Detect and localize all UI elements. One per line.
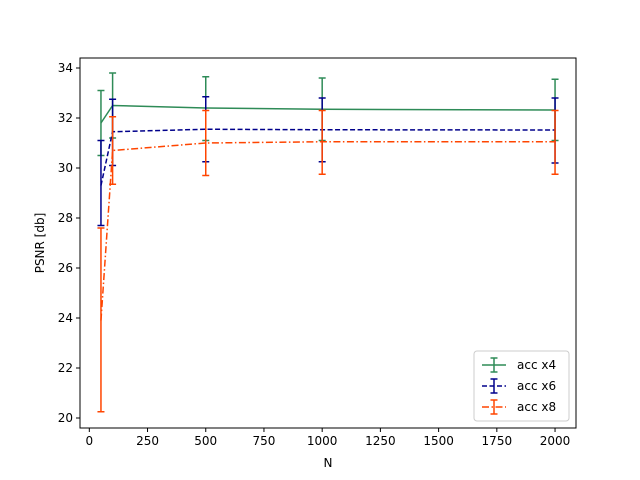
legend-item: acc x4	[482, 357, 556, 373]
y-tick-label: 28	[58, 211, 73, 225]
y-tick-label: 32	[58, 111, 73, 125]
x-tick-label: 0	[85, 434, 93, 448]
legend-item: acc x8	[482, 399, 556, 415]
x-axis-ticks: 0 250 500 750 1000 1250 1500 1750 2000	[85, 428, 570, 448]
x-tick-label: 1250	[365, 434, 396, 448]
x-tick-label: 1750	[482, 434, 513, 448]
legend-label: acc x4	[517, 358, 556, 372]
x-tick-label: 2000	[540, 434, 571, 448]
x-axis-label: N	[324, 456, 333, 470]
legend-item: acc x6	[482, 378, 556, 394]
legend-items: acc x4 acc x6 acc x8	[482, 357, 556, 415]
x-tick-label: 250	[136, 434, 159, 448]
y-axis-label: PSNR [db]	[33, 213, 47, 274]
plot-frame	[79, 57, 577, 429]
x-tick-label: 1000	[307, 434, 338, 448]
legend-label: acc x8	[517, 400, 556, 414]
legend: acc x4 acc x6 acc x8	[473, 350, 570, 422]
y-tick-label: 34	[58, 61, 73, 75]
y-tick-label: 24	[58, 311, 73, 325]
y-axis-ticks: 20 22 24 26 28 30 32 34	[58, 61, 80, 425]
y-tick-label: 22	[58, 361, 73, 375]
series-line	[100, 141, 556, 321]
legend-frame	[473, 350, 570, 422]
x-tick-label: 500	[194, 434, 217, 448]
series-acc-x8	[97, 109, 559, 413]
series-line	[100, 128, 556, 186]
legend-label: acc x6	[517, 379, 556, 393]
x-tick-label: 1500	[423, 434, 454, 448]
x-tick-label: 750	[253, 434, 276, 448]
y-tick-label: 26	[58, 261, 73, 275]
y-tick-label: 30	[58, 161, 73, 175]
series-layer	[97, 72, 559, 413]
y-tick-label: 20	[58, 411, 73, 425]
